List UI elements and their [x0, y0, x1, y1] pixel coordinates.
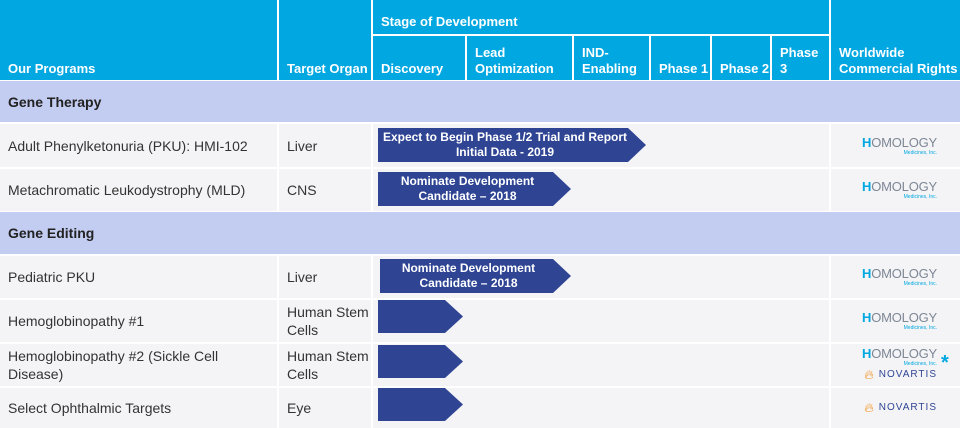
- program-name: Select Ophthalmic Targets: [8, 400, 172, 416]
- program-name: Hemoglobinopathy #1: [8, 313, 145, 329]
- target-organ: Human Stem Cells: [287, 348, 369, 382]
- row-divider: [829, 256, 831, 428]
- program-name: Hemoglobinopathy #2 (Sickle Cell Disease…: [8, 348, 219, 382]
- row-divider: [371, 124, 373, 211]
- row-divider: [277, 124, 279, 211]
- flame-icon: 🔥︎: [864, 400, 875, 415]
- program-name: Metachromatic Leukodystrophy (MLD): [8, 182, 246, 198]
- progress-arrow: Nominate Development Candidate – 2018: [378, 172, 571, 206]
- header-divider: [710, 35, 712, 80]
- program-name: Pediatric PKU: [8, 269, 96, 285]
- header-divider: [829, 0, 831, 80]
- header-stage-of-development: Stage of Development: [381, 14, 518, 29]
- header-rights: Worldwide Commercial Rights: [839, 45, 958, 76]
- progress-arrow: Nominate Development Candidate – 2018: [380, 259, 571, 293]
- header-divider: [649, 35, 651, 80]
- homology-logo: HOMOLOGY Medicines, Inc.: [862, 266, 937, 287]
- section-gene-editing: Gene Editing: [0, 212, 960, 254]
- header-divider: [770, 35, 772, 80]
- target-organ: Liver: [287, 269, 318, 285]
- homology-logo: HOMOLOGY Medicines, Inc.: [862, 134, 937, 156]
- target-organ: CNS: [287, 182, 317, 198]
- header-divider: [277, 0, 279, 80]
- section-gene-therapy: Gene Therapy: [0, 81, 960, 122]
- row-divider: [277, 256, 279, 428]
- target-organ: Human Stem Cells: [287, 304, 369, 338]
- table-row: [0, 344, 960, 386]
- header-stage-phase-1: Phase 1: [659, 61, 709, 76]
- program-name: Adult Phenylketonuria (PKU): HMI-102: [8, 137, 248, 154]
- header-stage-phase-3: Phase 3: [780, 45, 819, 76]
- homology-logo: HOMOLOGY Medicines, Inc.: [862, 179, 937, 200]
- row-divider: [829, 124, 831, 211]
- flame-icon: 🔥︎: [864, 367, 875, 382]
- header-stage-lead-optimization: Lead Optimization: [475, 45, 554, 76]
- novartis-logo: 🔥︎ NOVARTIS: [864, 367, 937, 382]
- table-row: [0, 300, 960, 342]
- table-row: [0, 388, 960, 428]
- header-stage-ind-enabling: IND-Enabling: [582, 45, 637, 76]
- progress-arrow: [378, 388, 463, 421]
- header-divider: [572, 35, 574, 80]
- homology-logo: HOMOLOGY Medicines, Inc.: [862, 346, 937, 367]
- header-stage-phase-2: Phase 2: [720, 61, 770, 76]
- header-divider: [371, 0, 373, 80]
- header-programs: Our Programs: [8, 61, 96, 76]
- header-divider: [465, 35, 467, 80]
- row-divider: [371, 256, 373, 428]
- homology-logo: HOMOLOGY Medicines, Inc.: [862, 310, 937, 331]
- table-header: [0, 0, 960, 80]
- novartis-logo: 🔥︎ NOVARTIS: [864, 400, 937, 415]
- progress-arrow: [378, 300, 463, 333]
- progress-arrow: Expect to Begin Phase 1/2 Trial and Repo…: [378, 128, 646, 162]
- target-organ: Eye: [287, 400, 312, 416]
- progress-arrow: [378, 345, 463, 378]
- header-divider: [371, 34, 831, 36]
- target-organ: Liver: [287, 137, 318, 154]
- header-stage-discovery: Discovery: [381, 61, 444, 76]
- header-target-organ: Target Organ: [287, 61, 368, 76]
- asterisk-footnote: *: [941, 352, 949, 374]
